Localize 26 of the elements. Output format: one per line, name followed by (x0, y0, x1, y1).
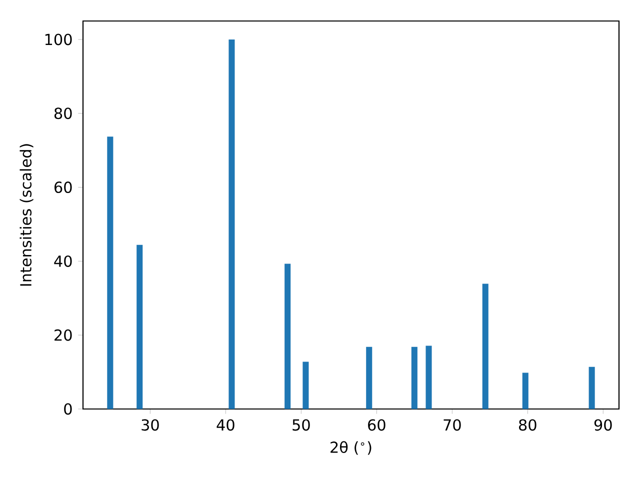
x-axis-title: 2θ ($^{∘}$) (330, 441, 372, 455)
x-tick-label: 80 (519, 419, 536, 431)
x-tick-label: 40 (216, 419, 234, 431)
x-tick-label: 50 (292, 419, 310, 431)
bar (588, 366, 595, 409)
bar (228, 39, 235, 409)
y-tick-label: 0 (64, 403, 72, 415)
x-tick-label: 70 (444, 419, 461, 431)
y-tick-label: 100 (45, 34, 72, 46)
bar (522, 372, 528, 409)
y-axis-title: Intensities (scaled) (20, 144, 34, 286)
y-tick-label: 60 (54, 182, 72, 194)
x-tick-label: 90 (594, 419, 612, 431)
y-tick-label: 80 (54, 108, 72, 120)
y-tick-label: 20 (54, 329, 72, 341)
bar (426, 346, 432, 409)
bar (366, 346, 372, 409)
x-tick-label: 30 (142, 419, 159, 431)
bar (411, 346, 418, 409)
bar (107, 136, 114, 409)
bar (482, 284, 488, 409)
bar (284, 264, 291, 409)
bar (136, 244, 143, 409)
bar (302, 362, 309, 409)
y-tick-label: 40 (54, 255, 72, 267)
x-tick-label: 60 (368, 419, 386, 431)
